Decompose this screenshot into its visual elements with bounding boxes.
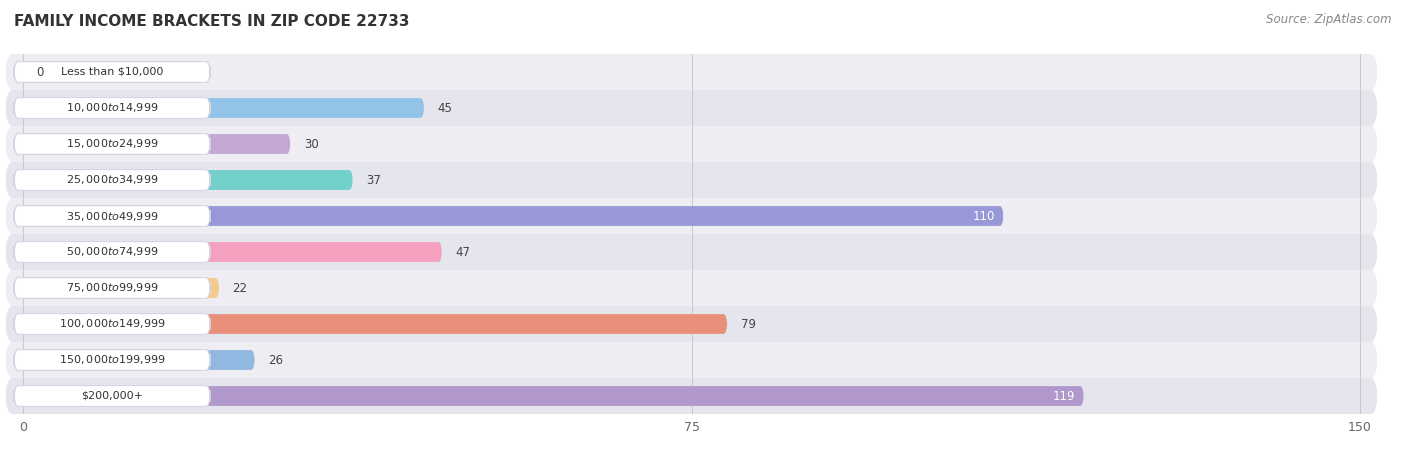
- FancyBboxPatch shape: [22, 170, 353, 190]
- Text: 110: 110: [972, 210, 994, 222]
- Text: 79: 79: [741, 318, 755, 330]
- FancyBboxPatch shape: [14, 278, 209, 298]
- FancyBboxPatch shape: [6, 90, 1378, 126]
- Text: $35,000 to $49,999: $35,000 to $49,999: [66, 210, 159, 222]
- Text: $15,000 to $24,999: $15,000 to $24,999: [66, 138, 159, 150]
- Text: Less than $10,000: Less than $10,000: [60, 67, 163, 77]
- Text: $100,000 to $149,999: $100,000 to $149,999: [59, 318, 166, 330]
- FancyBboxPatch shape: [14, 62, 209, 82]
- FancyBboxPatch shape: [14, 242, 209, 262]
- FancyBboxPatch shape: [14, 350, 209, 370]
- FancyBboxPatch shape: [22, 386, 1084, 406]
- Text: 30: 30: [304, 138, 319, 150]
- Text: FAMILY INCOME BRACKETS IN ZIP CODE 22733: FAMILY INCOME BRACKETS IN ZIP CODE 22733: [14, 14, 409, 28]
- Text: Source: ZipAtlas.com: Source: ZipAtlas.com: [1267, 14, 1392, 27]
- Text: $25,000 to $34,999: $25,000 to $34,999: [66, 174, 159, 186]
- Text: $10,000 to $14,999: $10,000 to $14,999: [66, 102, 159, 114]
- Text: 26: 26: [269, 354, 283, 366]
- FancyBboxPatch shape: [22, 314, 727, 334]
- FancyBboxPatch shape: [6, 342, 1378, 378]
- FancyBboxPatch shape: [22, 206, 1004, 226]
- FancyBboxPatch shape: [14, 170, 209, 190]
- FancyBboxPatch shape: [6, 306, 1378, 342]
- Text: $150,000 to $199,999: $150,000 to $199,999: [59, 354, 166, 366]
- FancyBboxPatch shape: [22, 134, 291, 154]
- Text: 45: 45: [437, 102, 453, 114]
- Text: $75,000 to $99,999: $75,000 to $99,999: [66, 282, 159, 294]
- FancyBboxPatch shape: [6, 378, 1378, 414]
- FancyBboxPatch shape: [6, 270, 1378, 306]
- FancyBboxPatch shape: [6, 54, 1378, 90]
- FancyBboxPatch shape: [6, 234, 1378, 270]
- FancyBboxPatch shape: [14, 314, 209, 334]
- FancyBboxPatch shape: [22, 242, 441, 262]
- FancyBboxPatch shape: [22, 98, 425, 118]
- Text: $50,000 to $74,999: $50,000 to $74,999: [66, 246, 159, 258]
- FancyBboxPatch shape: [14, 98, 209, 118]
- FancyBboxPatch shape: [6, 162, 1378, 198]
- Text: 37: 37: [366, 174, 381, 186]
- FancyBboxPatch shape: [22, 350, 254, 370]
- FancyBboxPatch shape: [6, 126, 1378, 162]
- FancyBboxPatch shape: [22, 278, 219, 298]
- FancyBboxPatch shape: [14, 134, 209, 154]
- FancyBboxPatch shape: [14, 386, 209, 406]
- Text: $200,000+: $200,000+: [82, 391, 143, 401]
- FancyBboxPatch shape: [14, 206, 209, 226]
- Text: 47: 47: [456, 246, 470, 258]
- Text: 0: 0: [37, 66, 44, 78]
- FancyBboxPatch shape: [6, 198, 1378, 234]
- Text: 119: 119: [1052, 390, 1074, 402]
- Text: 22: 22: [232, 282, 247, 294]
